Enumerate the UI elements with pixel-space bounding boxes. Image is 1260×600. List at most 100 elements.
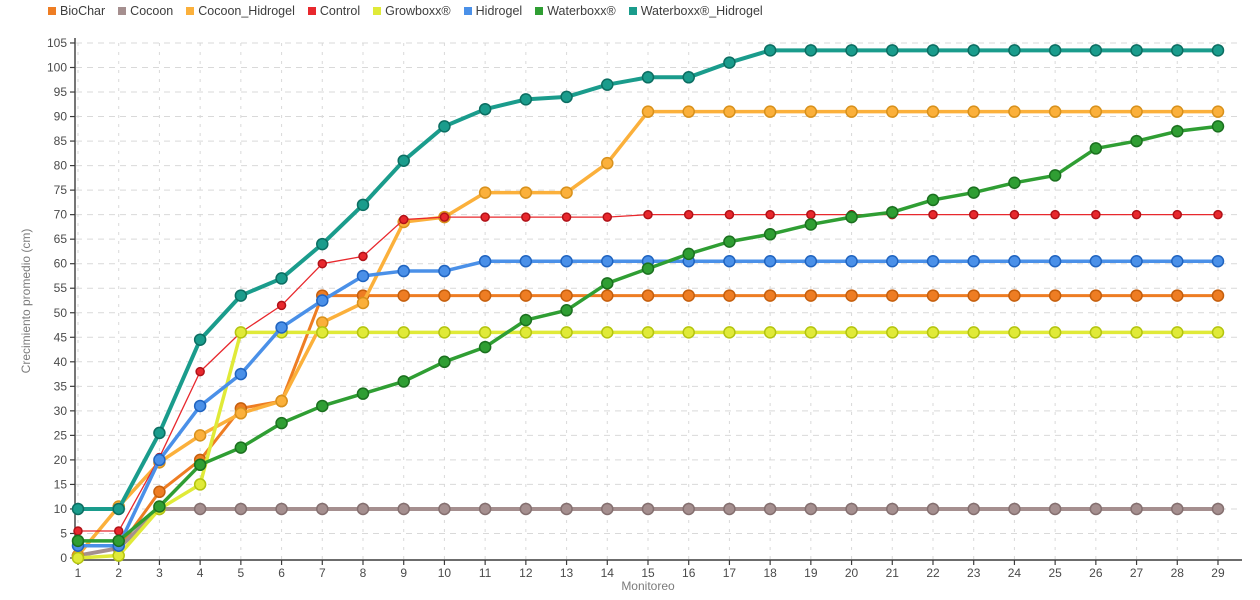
y-tick-label: 55 xyxy=(54,281,68,295)
data-point xyxy=(1171,502,1184,516)
data-point xyxy=(926,502,940,516)
data-point xyxy=(71,551,85,565)
legend-label: Cocoon_Hidrogel xyxy=(198,4,295,18)
y-tick-label: 30 xyxy=(54,404,68,418)
data-point xyxy=(478,340,492,354)
data-point xyxy=(1171,289,1184,302)
data-point xyxy=(112,534,125,548)
data-point xyxy=(1130,105,1143,118)
data-point xyxy=(193,399,207,413)
legend-item-growboxx-[interactable]: Growboxx® xyxy=(373,4,451,18)
legend-item-biochar[interactable]: BioChar xyxy=(48,4,105,18)
x-tick-label: 20 xyxy=(845,566,859,580)
data-point xyxy=(356,326,370,339)
data-point xyxy=(1131,209,1142,220)
data-point xyxy=(643,209,653,220)
data-point xyxy=(438,326,451,339)
y-tick-label: 10 xyxy=(54,502,68,516)
legend-item-waterboxx-[interactable]: Waterboxx® xyxy=(535,4,616,18)
data-point xyxy=(641,326,655,339)
legend-swatch xyxy=(373,7,382,15)
data-point xyxy=(641,105,655,118)
x-tick-label: 9 xyxy=(400,566,407,580)
data-point xyxy=(397,375,410,388)
data-point xyxy=(886,502,899,516)
data-point xyxy=(234,367,248,381)
data-point xyxy=(1130,254,1143,268)
data-point xyxy=(886,105,899,118)
legend-label: Hidrogel xyxy=(475,4,523,18)
data-point xyxy=(1172,209,1183,220)
data-point xyxy=(845,326,858,339)
data-point xyxy=(967,105,980,118)
data-point xyxy=(1211,44,1225,57)
data-point xyxy=(886,326,899,339)
data-point xyxy=(358,251,368,262)
x-tick-label: 7 xyxy=(319,566,326,580)
data-point xyxy=(1008,44,1021,57)
legend-item-cocoon[interactable]: Cocoon xyxy=(118,4,173,18)
data-point xyxy=(926,44,940,57)
legend-item-cocoon-hidrogel[interactable]: Cocoon_Hidrogel xyxy=(186,4,295,18)
data-point xyxy=(275,502,288,516)
y-axis-title: Crecimiento promedio (cm) xyxy=(19,229,33,374)
data-point xyxy=(478,254,492,268)
data-point xyxy=(1130,44,1143,57)
legend-item-waterboxx-hidrogel[interactable]: Waterboxx®_Hidrogel xyxy=(628,4,763,18)
data-point xyxy=(763,502,777,516)
legend-swatch xyxy=(118,7,127,15)
x-tick-label: 14 xyxy=(601,566,615,580)
x-tick-label: 29 xyxy=(1211,566,1225,580)
legend-swatch xyxy=(463,7,472,15)
x-axis-title: Monitoreo xyxy=(621,579,675,593)
data-point xyxy=(1048,44,1062,57)
data-point xyxy=(316,326,329,339)
data-point xyxy=(113,526,124,536)
data-point xyxy=(316,294,329,307)
data-point xyxy=(356,198,370,212)
data-point xyxy=(601,156,614,170)
x-tick-label: 13 xyxy=(560,566,574,580)
data-point xyxy=(316,502,329,516)
y-tick-label: 70 xyxy=(54,208,68,222)
y-tick-label: 50 xyxy=(54,306,68,320)
x-tick-label: 11 xyxy=(479,566,492,580)
data-point xyxy=(845,105,858,118)
data-point xyxy=(723,254,736,268)
data-point xyxy=(1211,105,1225,118)
x-tick-label: 22 xyxy=(926,566,940,580)
data-point xyxy=(561,212,572,222)
data-point xyxy=(153,426,166,440)
data-point xyxy=(1089,105,1103,118)
data-point xyxy=(1050,209,1060,220)
data-point xyxy=(723,289,736,302)
data-point xyxy=(763,289,777,302)
series-hidrogel xyxy=(71,254,1225,552)
data-point xyxy=(723,105,736,118)
x-tick-label: 1 xyxy=(75,566,82,580)
data-point xyxy=(763,228,777,241)
data-point xyxy=(234,407,248,420)
legend-item-control[interactable]: Control xyxy=(307,4,360,18)
y-tick-label: 105 xyxy=(47,36,67,50)
data-point xyxy=(967,44,980,57)
data-point xyxy=(356,387,370,400)
y-tick-label: 35 xyxy=(54,379,68,393)
y-tick-label: 95 xyxy=(54,85,68,99)
x-tick-label: 19 xyxy=(804,566,818,580)
data-point xyxy=(560,326,573,339)
x-tick-label: 26 xyxy=(1089,566,1103,580)
legend-label: BioChar xyxy=(60,4,106,18)
data-point xyxy=(724,209,735,220)
legend-swatch xyxy=(307,7,316,15)
data-point xyxy=(641,262,655,275)
data-point xyxy=(478,102,492,116)
data-point xyxy=(193,458,207,472)
data-point xyxy=(1089,254,1103,268)
data-point xyxy=(967,254,980,268)
data-point xyxy=(438,120,451,133)
legend-swatch xyxy=(535,7,544,15)
data-point xyxy=(1048,502,1062,516)
legend-item-hidrogel[interactable]: Hidrogel xyxy=(463,4,523,18)
data-point xyxy=(153,453,166,467)
